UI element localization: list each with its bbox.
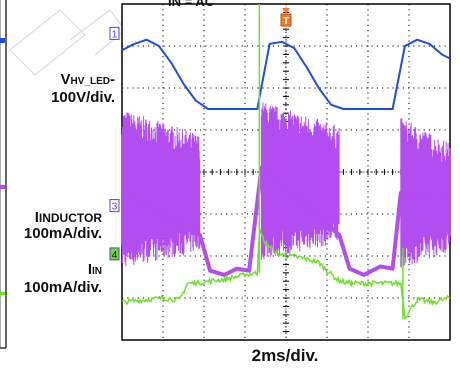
iin-label: IIN 100mA/div. bbox=[0, 262, 102, 296]
channel-4-marker-box bbox=[109, 247, 120, 261]
iind-scale: 100mA/div. bbox=[23, 225, 102, 242]
trigger-arrow-icon bbox=[282, 8, 290, 14]
vhv-scale: 100V/div. bbox=[51, 89, 115, 106]
trigger-marker: T bbox=[283, 16, 289, 27]
vhv-led-label: VHV_LED- 100V/div. bbox=[8, 72, 115, 106]
iind-sub: INDUCTOR bbox=[38, 211, 102, 225]
left-panel-fragment bbox=[0, 0, 7, 349]
channel-4-marker: 4 bbox=[112, 250, 118, 261]
iin-main: I bbox=[87, 261, 92, 278]
watermark bbox=[9, 9, 126, 76]
channel-1-marker-box bbox=[109, 26, 120, 40]
vhv-main: V bbox=[60, 71, 71, 88]
iind-main: I bbox=[34, 209, 39, 226]
series-inductor-line bbox=[121, 165, 451, 277]
inductor-label: IINDUCTOR 100mA/div. bbox=[0, 210, 102, 242]
channel-3-marker: 3 bbox=[112, 202, 118, 213]
channel-3-marker-box bbox=[109, 199, 120, 213]
top-partial-label: IN = AC bbox=[168, 0, 215, 9]
plot-area: 1 3 4 T bbox=[109, 3, 451, 341]
iin-scale: 100mA/div. bbox=[23, 279, 102, 296]
x-scale-label: 2ms/div. bbox=[251, 346, 319, 365]
iin-sub: IN bbox=[92, 266, 102, 277]
series-vhv-led-line bbox=[121, 38, 451, 110]
vhv-dash: - bbox=[110, 71, 115, 88]
channel-1-marker: 1 bbox=[112, 29, 118, 40]
series-iin-line bbox=[121, 228, 451, 320]
vhv-sub: HV_LED bbox=[70, 76, 110, 87]
